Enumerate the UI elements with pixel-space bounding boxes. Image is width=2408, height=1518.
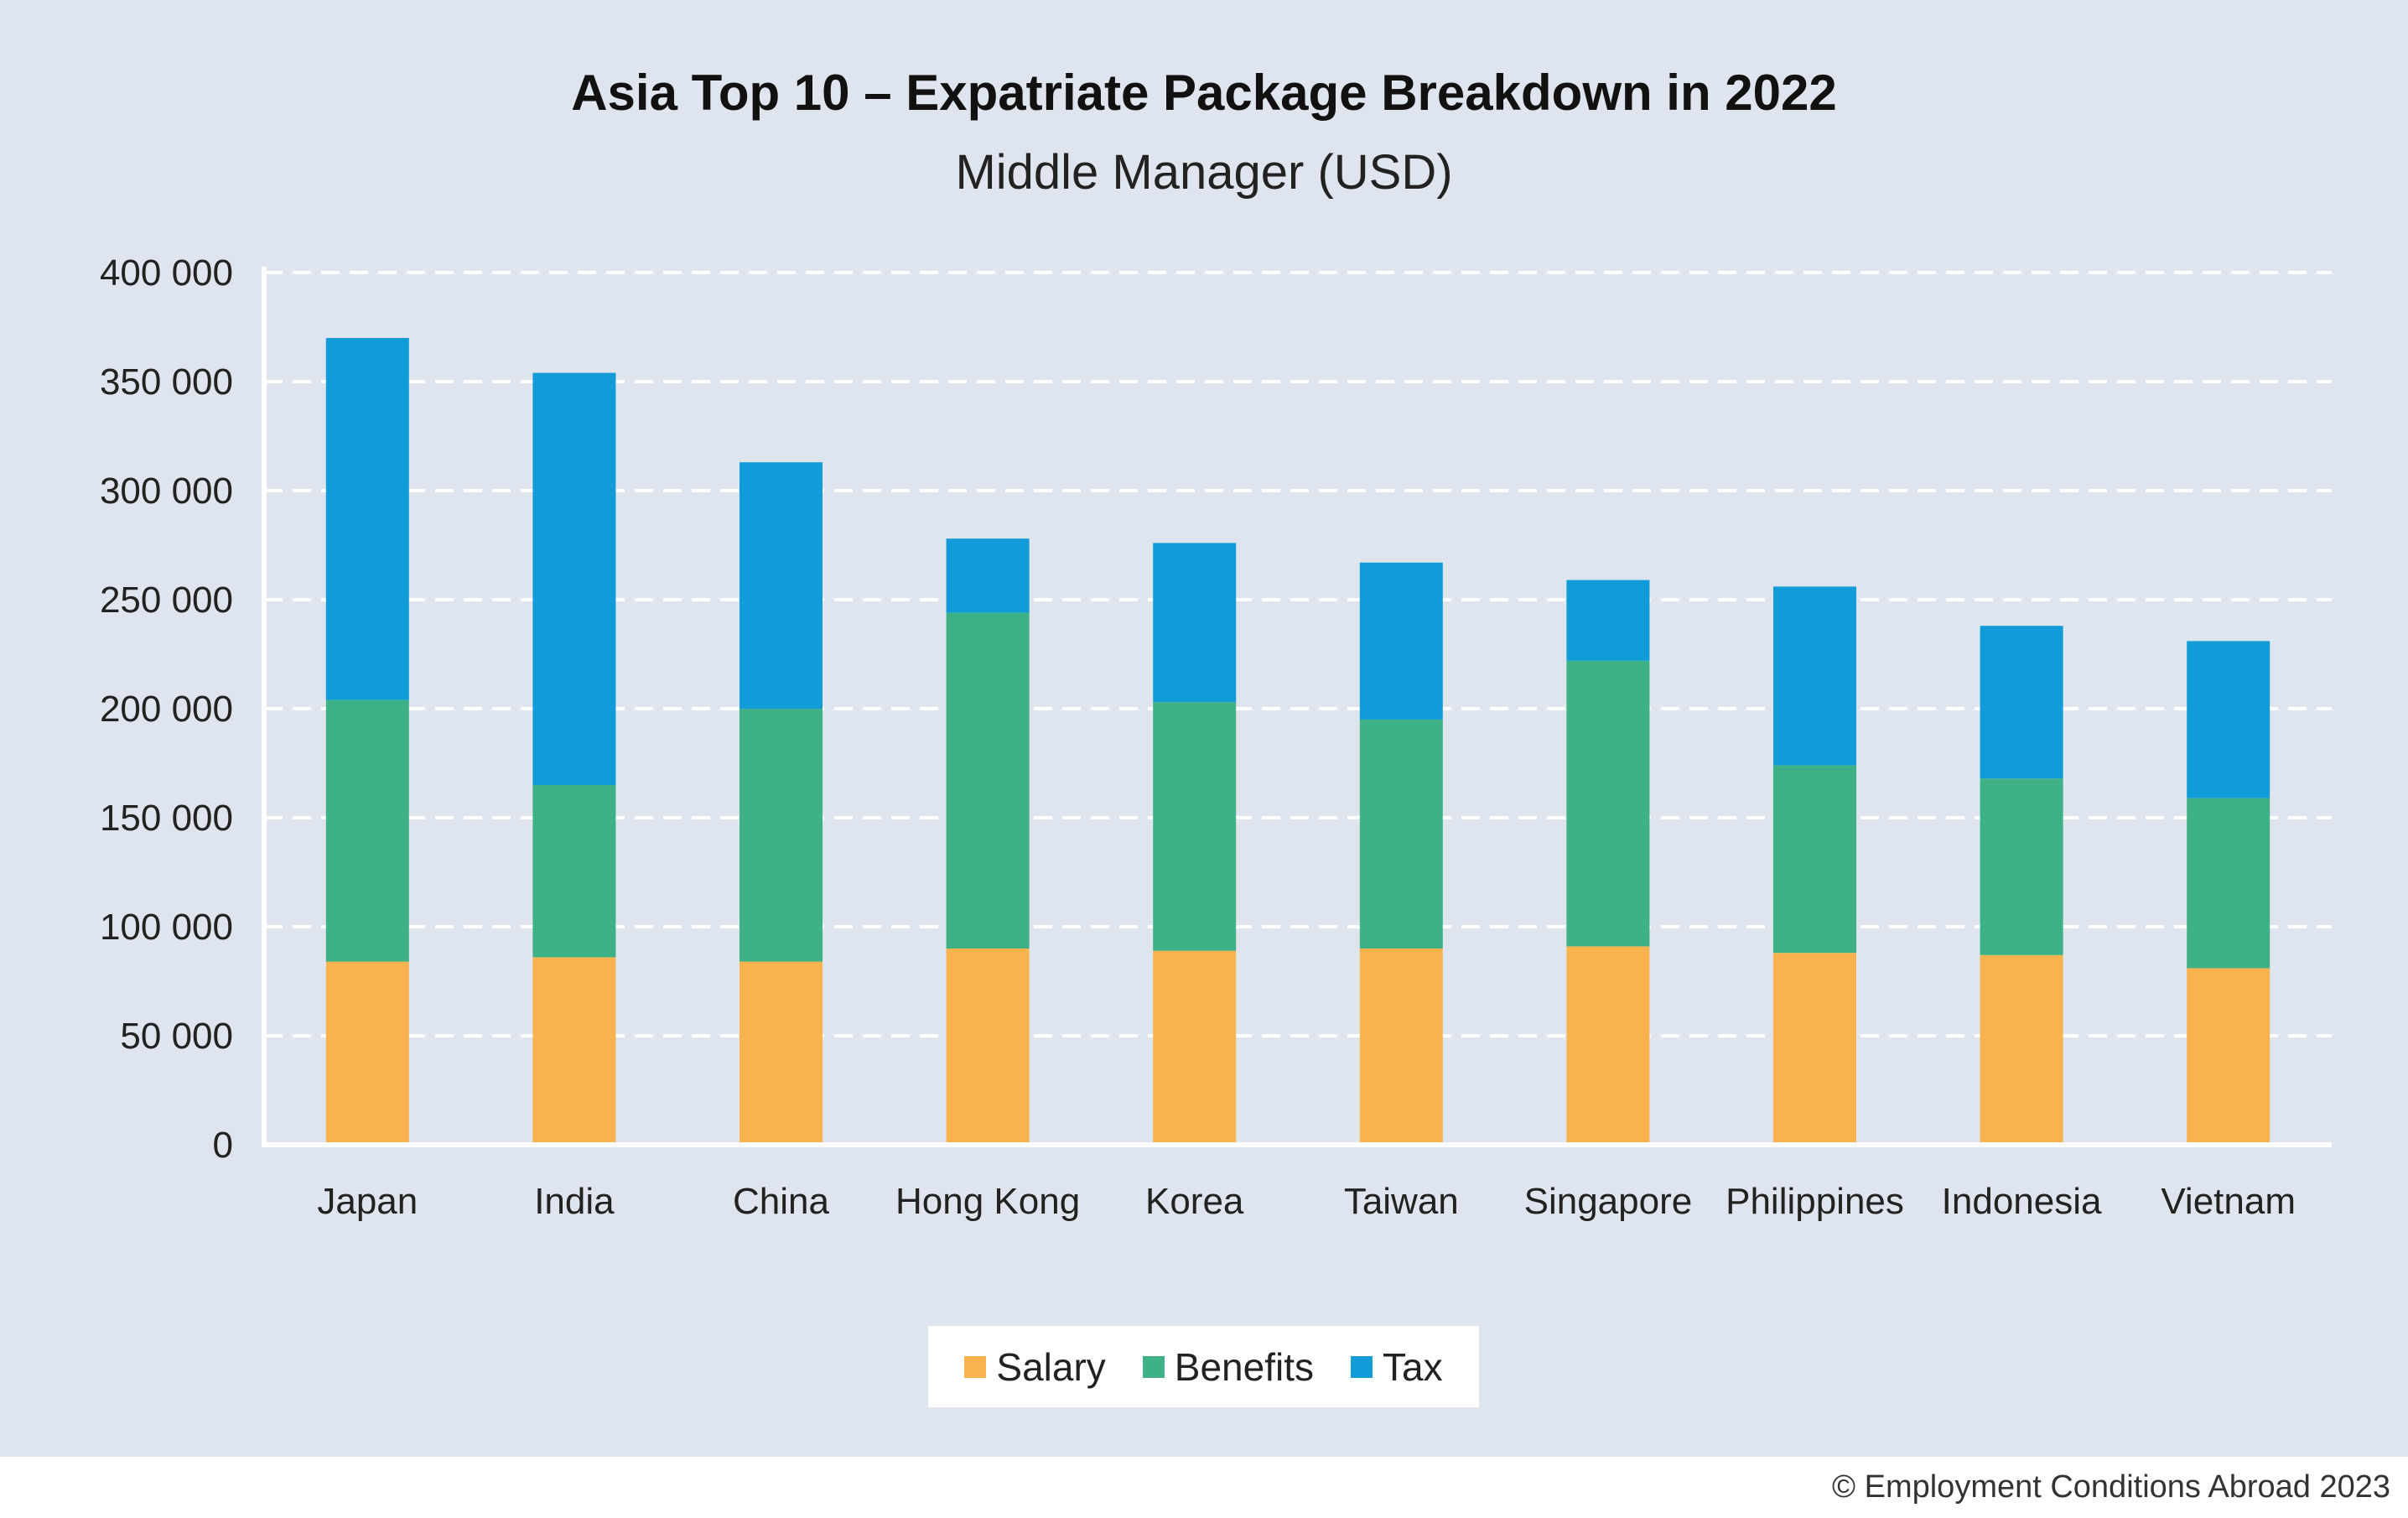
copyright-footer: © Employment Conditions Abroad 2023 bbox=[1832, 1469, 2390, 1505]
bar-tax bbox=[1980, 626, 2063, 779]
y-tick-label: 150 000 bbox=[100, 798, 233, 839]
bar-salary bbox=[1359, 949, 1443, 1145]
bar-benefits bbox=[1773, 765, 1856, 954]
bar-tax bbox=[1773, 586, 1856, 766]
benefits-swatch bbox=[1142, 1355, 1165, 1378]
x-tick-label: Hong Kong bbox=[895, 1181, 1080, 1222]
tax-swatch bbox=[1351, 1355, 1373, 1378]
bar-salary bbox=[325, 961, 409, 1145]
legend-item-tax: Tax bbox=[1351, 1344, 1443, 1390]
bar-benefits bbox=[946, 612, 1030, 949]
bar-tax bbox=[532, 372, 616, 785]
x-tick-label: Vietnam bbox=[2161, 1181, 2296, 1222]
y-tick-label: 50 000 bbox=[120, 1016, 233, 1057]
x-tick-label: Philippines bbox=[1726, 1181, 1904, 1222]
bar-salary bbox=[2187, 968, 2270, 1145]
y-tick-label: 400 000 bbox=[100, 252, 233, 294]
legend-label: Tax bbox=[1383, 1344, 1443, 1389]
legend-label: Benefits bbox=[1174, 1344, 1314, 1389]
bar-salary bbox=[946, 949, 1030, 1145]
legend: Salary Benefits Tax bbox=[928, 1326, 1479, 1407]
bar-tax bbox=[740, 462, 823, 709]
x-tick-label: Korea bbox=[1145, 1181, 1244, 1222]
x-tick-label: Singapore bbox=[1524, 1181, 1693, 1222]
bar-tax bbox=[325, 338, 409, 700]
bar-benefits bbox=[1566, 660, 1650, 947]
bar-salary bbox=[1153, 950, 1237, 1145]
bar-benefits bbox=[740, 709, 823, 962]
chart-subtitle: Middle Manager (USD) bbox=[955, 145, 1453, 200]
x-tick-label: Indonesia bbox=[1942, 1181, 2102, 1222]
bar-tax bbox=[1566, 580, 1650, 661]
legend-item-salary: Salary bbox=[964, 1344, 1106, 1390]
stacked-bar-chart: 0 50 000 100 000 150 000 200 000 250 000 300 0… bbox=[100, 252, 2332, 1222]
chart-title: Asia Top 10 – Expatriate Package Breakdo… bbox=[571, 65, 1837, 121]
bar-salary bbox=[1773, 953, 1856, 1145]
bar-tax bbox=[946, 538, 1030, 613]
bar-benefits bbox=[1980, 778, 2063, 955]
y-tick-label: 200 000 bbox=[100, 689, 233, 730]
bar-salary bbox=[532, 957, 616, 1145]
bar-benefits bbox=[325, 699, 409, 962]
x-tick-label: China bbox=[733, 1181, 829, 1222]
salary-swatch bbox=[964, 1355, 987, 1378]
legend-label: Salary bbox=[996, 1344, 1106, 1389]
bar-benefits bbox=[1359, 720, 1443, 949]
y-tick-label: 300 000 bbox=[100, 470, 233, 512]
bar-benefits bbox=[1153, 702, 1237, 951]
bar-salary bbox=[740, 961, 823, 1145]
bar-tax bbox=[1359, 562, 1443, 720]
y-tick-label: 100 000 bbox=[100, 907, 233, 948]
x-tick-label: Taiwan bbox=[1344, 1181, 1459, 1222]
legend-item-benefits: Benefits bbox=[1142, 1344, 1314, 1390]
bar-benefits bbox=[532, 785, 616, 958]
bar-tax bbox=[1153, 543, 1237, 703]
y-tick-label: 250 000 bbox=[100, 580, 233, 621]
bar-salary bbox=[1980, 954, 2063, 1145]
bar-salary bbox=[1566, 946, 1650, 1145]
x-tick-label: India bbox=[534, 1181, 615, 1222]
y-tick-label: 0 bbox=[213, 1125, 233, 1166]
y-tick-label: 350 000 bbox=[100, 361, 233, 403]
x-tick-label: Japan bbox=[317, 1181, 418, 1222]
bar-benefits bbox=[2187, 798, 2270, 969]
bar-tax bbox=[2187, 641, 2270, 798]
